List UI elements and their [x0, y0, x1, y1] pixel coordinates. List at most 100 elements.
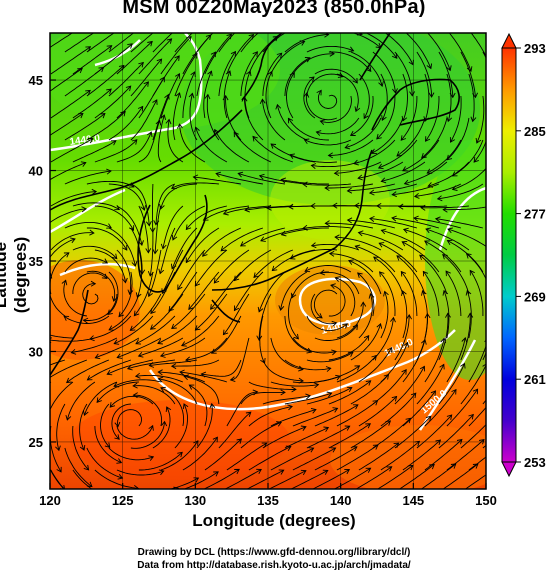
- streamline-arrowhead: [392, 88, 398, 94]
- streamline: [284, 427, 329, 449]
- streamline: [86, 33, 115, 53]
- streamline: [114, 315, 154, 345]
- streamline-arrowhead: [183, 19, 188, 24]
- streamline: [252, 136, 294, 163]
- streamline-arrowhead: [142, 23, 147, 28]
- streamline-arrowhead: [222, 94, 229, 101]
- streamline-arrowhead: [468, 413, 474, 420]
- streamline-arrowhead: [80, 161, 87, 167]
- streamline: [162, 205, 184, 249]
- streamline-arrowhead: [308, 447, 315, 453]
- streamline-arrowhead: [456, 438, 463, 445]
- streamline: [329, 253, 374, 273]
- streamline-arrowhead: [332, 407, 339, 413]
- streamline-arrowhead: [82, 317, 89, 324]
- streamline-arrowhead: [139, 269, 146, 275]
- streamline: [272, 249, 315, 271]
- streamline: [316, 117, 360, 135]
- streamline: [227, 2, 266, 30]
- streamline: [351, 33, 381, 49]
- streamline-arrowhead: [161, 420, 168, 427]
- streamline: [183, 375, 220, 405]
- streamline-arrowhead: [467, 312, 474, 318]
- streamline-arrowhead: [210, 348, 217, 354]
- streamline-arrowhead: [137, 352, 144, 358]
- streamline-arrowhead: [63, 315, 70, 321]
- streamline-arrowhead: [131, 139, 138, 145]
- streamline-arrowhead: [369, 215, 375, 222]
- streamline: [306, 45, 354, 53]
- streamline-arrowhead: [413, 215, 419, 222]
- streamline: [380, 291, 389, 339]
- streamline-arrowhead: [222, 329, 229, 336]
- streamline: [174, 33, 193, 53]
- colorbar-tick-label: 285: [524, 124, 546, 139]
- x-tick-label: 150: [475, 493, 497, 508]
- streamline: [108, 293, 140, 331]
- streamline: [306, 351, 354, 363]
- streamline-arrowhead: [143, 81, 149, 87]
- streamline: [248, 405, 293, 427]
- streamline: [306, 387, 353, 405]
- streamline: [50, 46, 91, 75]
- streamline-arrowhead: [482, 363, 486, 367]
- streamline: [404, 161, 448, 185]
- streamline: [379, 271, 396, 317]
- streamline: [107, 271, 119, 315]
- streamline: [182, 436, 218, 471]
- streamline-arrowhead: [188, 304, 194, 310]
- streamline-arrowhead: [245, 70, 252, 77]
- streamline: [443, 206, 486, 211]
- streamline: [72, 140, 117, 163]
- streamline-arrowhead: [310, 203, 316, 209]
- lat-lon-grid: [49, 33, 487, 489]
- streamline: [466, 290, 472, 339]
- streamline-arrowhead: [182, 403, 189, 409]
- streamline: [82, 283, 99, 305]
- streamline: [183, 0, 221, 30]
- streamline: [108, 106, 144, 141]
- streamline: [353, 139, 396, 165]
- streamline: [424, 338, 445, 383]
- streamline: [460, 424, 486, 449]
- streamline: [280, 271, 308, 311]
- streamline: [86, 65, 125, 97]
- streamline: [303, 226, 351, 229]
- streamline-arrowhead: [316, 89, 322, 96]
- streamline-arrowhead: [324, 220, 330, 227]
- streamline: [358, 232, 404, 251]
- streamline-arrowhead: [365, 423, 372, 429]
- streamline: [158, 378, 198, 405]
- streamline: [116, 469, 164, 476]
- streamline-arrowhead: [300, 425, 307, 431]
- streamline-arrowhead: [222, 209, 229, 216]
- streamline-arrowhead: [496, 117, 501, 121]
- streamline: [160, 36, 192, 75]
- streamline-arrowhead: [391, 395, 398, 402]
- streamline: [50, 113, 84, 136]
- streamline-arrowhead: [425, 415, 432, 422]
- streamline-arrowhead: [85, 89, 91, 96]
- streamline: [311, 243, 360, 251]
- streamline-arrowhead: [346, 386, 353, 393]
- streamline-arrowhead: [304, 266, 311, 273]
- streamline: [108, 183, 145, 211]
- streamline-arrowhead: [325, 366, 332, 372]
- streamline-arrowhead: [145, 221, 152, 227]
- streamline: [152, 55, 180, 97]
- streamline: [271, 12, 315, 30]
- streamline: [262, 359, 304, 382]
- streamline-arrowhead: [439, 363, 445, 370]
- streamline-arrowhead: [256, 335, 263, 341]
- streamline: [108, 33, 135, 53]
- streamline: [437, 183, 484, 200]
- streamline: [87, 359, 132, 381]
- streamline-arrowhead: [258, 173, 265, 180]
- streamline-arrowhead: [132, 392, 138, 399]
- streamline-arrowhead: [192, 52, 198, 59]
- streamline: [183, 471, 219, 489]
- streamline-arrowhead: [401, 290, 407, 296]
- streamline-arrowhead: [287, 117, 294, 124]
- page-title: MSM 00Z20May2023 (850.0hPa): [122, 0, 426, 18]
- streamline: [369, 183, 418, 194]
